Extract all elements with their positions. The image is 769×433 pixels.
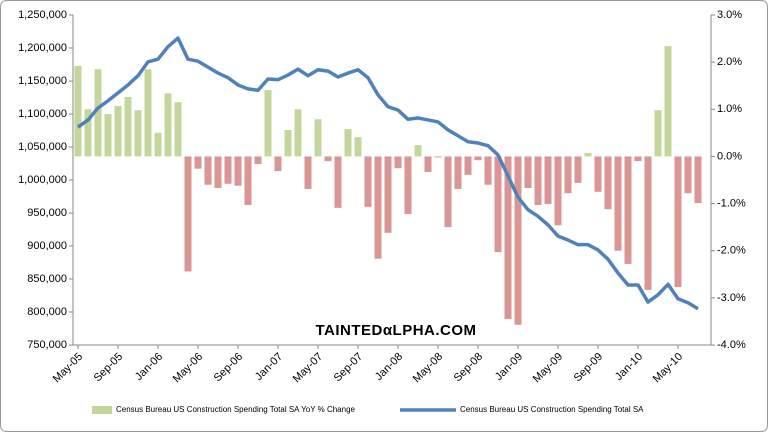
bar — [174, 102, 182, 157]
y2-tick-label: -1.0% — [717, 197, 746, 209]
bar — [594, 156, 602, 192]
y-tick-label: 750,000 — [27, 339, 67, 351]
y-tick-label: 950,000 — [27, 207, 67, 219]
y-tick-label: 1,050,000 — [18, 141, 67, 153]
bar — [454, 156, 462, 189]
legend-swatch — [92, 406, 112, 414]
bar — [354, 137, 362, 157]
bar — [534, 156, 542, 205]
bar — [134, 110, 142, 157]
bar — [204, 156, 212, 185]
y2-tick-label: 0.0% — [717, 150, 742, 162]
bar — [674, 156, 682, 288]
legend-label: Census Bureau US Construction Spending T… — [460, 405, 644, 414]
bar — [444, 156, 452, 228]
y-tick-label: 1,000,000 — [18, 174, 67, 186]
bar — [624, 156, 632, 264]
bar — [164, 93, 172, 157]
bar — [104, 114, 112, 157]
watermark: TAINTEDαLPHA.COM — [315, 322, 476, 339]
bar — [344, 129, 352, 157]
bar — [364, 156, 372, 207]
line — [76, 36, 699, 311]
bar — [644, 156, 652, 290]
y-tick-label: 1,150,000 — [18, 75, 67, 87]
y2-tick-label: 2.0% — [717, 56, 742, 68]
bar — [664, 46, 672, 157]
bar — [694, 156, 702, 204]
bar — [384, 156, 392, 233]
bar — [114, 105, 122, 157]
bar — [234, 156, 242, 186]
bar — [334, 156, 342, 208]
bar — [394, 156, 402, 169]
y2-tick-label: 3.0% — [717, 9, 742, 21]
bar — [614, 156, 622, 251]
legend-label: Census Bureau US Construction Spending T… — [116, 405, 356, 414]
bar — [564, 156, 572, 194]
bar — [414, 145, 422, 157]
bar — [284, 130, 292, 157]
bar — [604, 156, 612, 210]
watermark-box — [296, 318, 496, 342]
bar — [124, 97, 132, 157]
bar — [314, 119, 322, 157]
y-tick-label: 900,000 — [27, 240, 67, 252]
y-tick-label: 1,100,000 — [18, 108, 67, 120]
y2-tick-label: 1.0% — [717, 103, 742, 115]
bar — [304, 156, 312, 189]
y-tick-label: 800,000 — [27, 306, 67, 318]
bar — [84, 109, 92, 157]
bar — [404, 156, 412, 214]
bar — [374, 156, 382, 259]
bar — [74, 65, 82, 157]
bar — [324, 156, 332, 162]
bar — [214, 156, 222, 189]
bar — [254, 156, 262, 164]
bar — [184, 156, 192, 272]
bar — [294, 109, 302, 157]
bar — [474, 156, 482, 161]
bar — [244, 156, 252, 205]
bar — [434, 156, 442, 158]
y-tick-label: 1,200,000 — [18, 42, 67, 54]
bar — [544, 156, 552, 205]
bar — [144, 69, 152, 157]
bar — [264, 89, 272, 157]
y2-tick-label: -3.0% — [717, 292, 746, 304]
bar — [524, 156, 532, 189]
bar — [514, 156, 522, 325]
bar — [224, 156, 232, 184]
bar — [504, 156, 512, 320]
bar — [574, 156, 582, 183]
bar — [494, 156, 502, 253]
y2-tick-label: -4.0% — [717, 339, 746, 351]
bar — [94, 69, 102, 157]
bar — [684, 156, 692, 194]
y2-tick-label: -2.0% — [717, 245, 746, 257]
bar — [554, 156, 562, 226]
bar — [634, 156, 642, 162]
bar — [424, 156, 432, 172]
y-tick-label: 1,250,000 — [18, 9, 67, 21]
bar — [194, 156, 202, 169]
bar — [154, 132, 162, 157]
bar — [584, 153, 592, 157]
bar — [484, 156, 492, 185]
bar — [654, 110, 662, 157]
y-tick-label: 850,000 — [27, 273, 67, 285]
bar — [274, 156, 282, 172]
bar — [464, 156, 472, 175]
